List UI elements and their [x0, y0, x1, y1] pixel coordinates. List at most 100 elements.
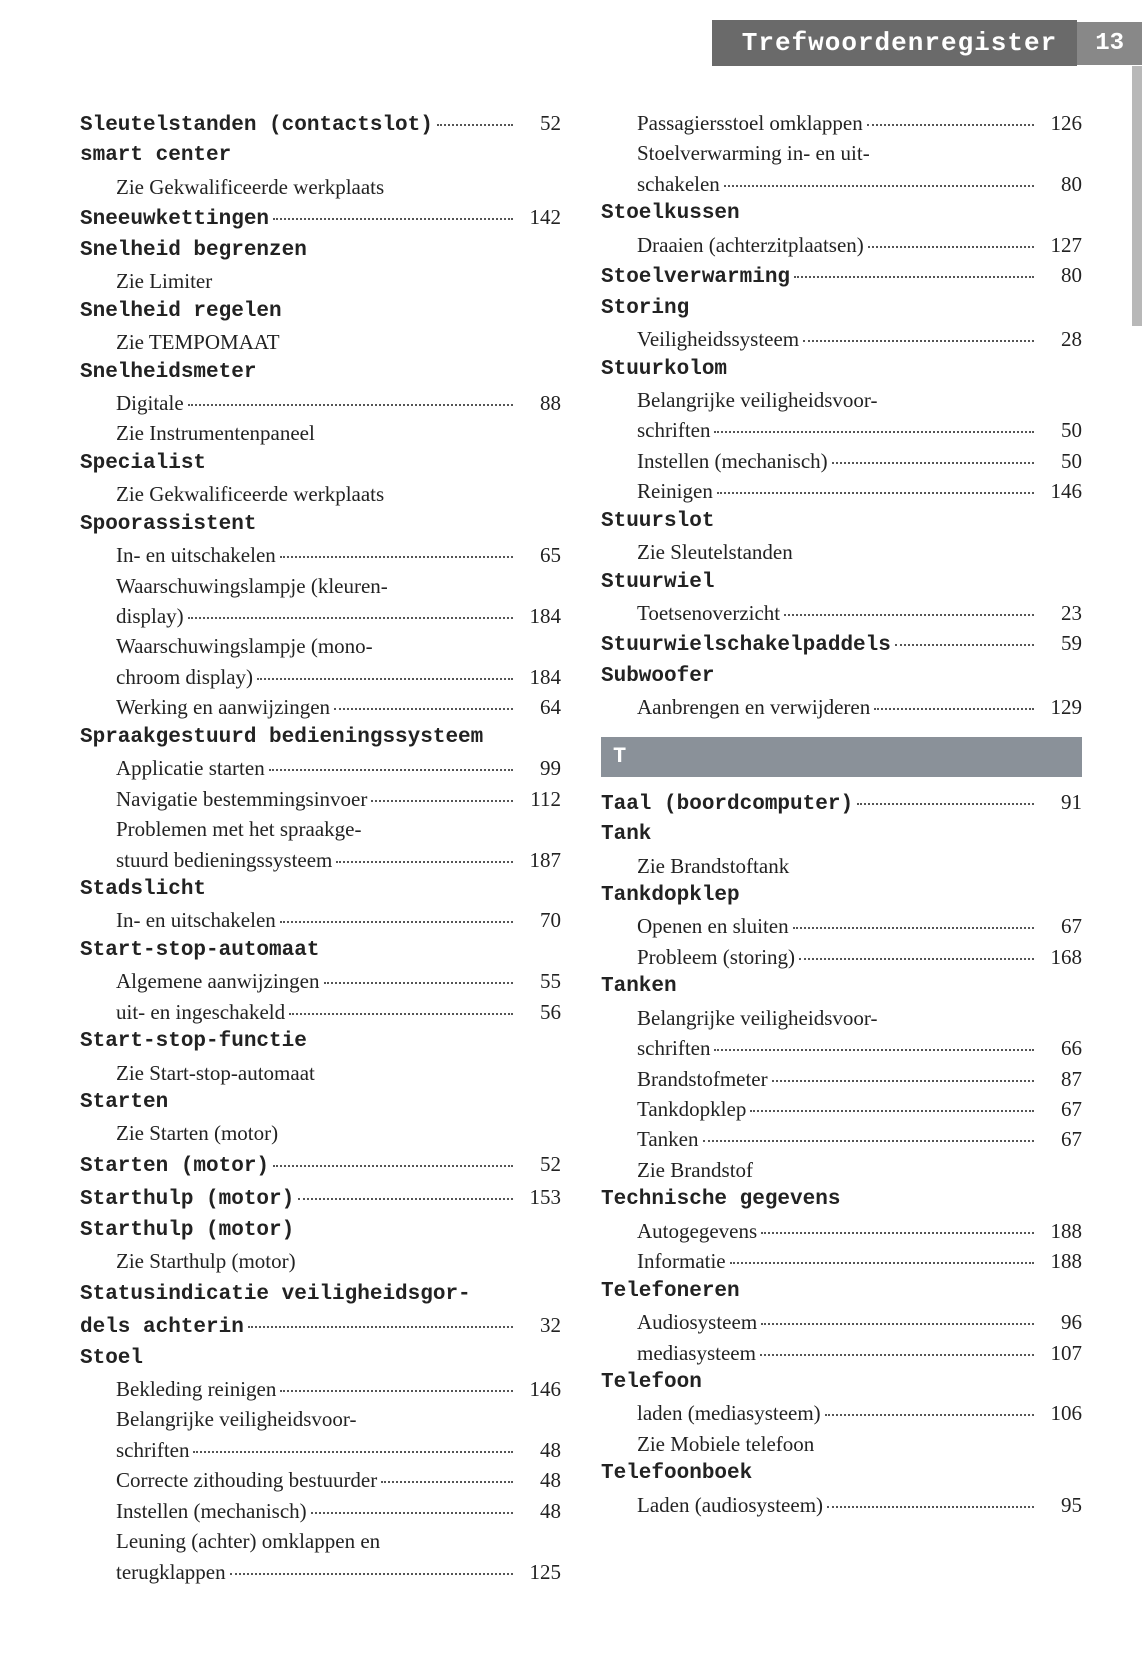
index-subentry-label-line1: Belangrijke veiligheidsvoor- — [80, 1404, 561, 1434]
index-heading-label: Subwoofer — [601, 662, 714, 692]
leader-dots — [761, 1232, 1034, 1234]
index-heading: Stuurkolom — [601, 355, 1082, 385]
index-page-ref: 59 — [1038, 628, 1082, 658]
index-page-ref: 80 — [1038, 169, 1082, 199]
index-page-ref: 96 — [1038, 1307, 1082, 1337]
index-heading: Tank — [601, 820, 1082, 850]
index-heading-label: Starten — [80, 1088, 168, 1118]
index-crossref-label: Zie Gekwalificeerde werkplaats — [116, 479, 384, 509]
leader-dots — [257, 678, 513, 680]
index-entry-label: Stuurwielschakelpaddels — [601, 631, 891, 661]
index-subentry: Veiligheidssysteem28 — [601, 324, 1082, 354]
leader-dots — [793, 927, 1034, 929]
index-page-ref: 23 — [1038, 598, 1082, 628]
index-entry-label: Sneeuwkettingen — [80, 205, 269, 235]
index-heading-label: Starthulp (motor) — [80, 1216, 294, 1246]
leader-dots — [188, 617, 513, 619]
index-subentry-label: Digitale — [116, 388, 184, 418]
index-subentry-label: Algemene aanwijzingen — [116, 966, 320, 996]
index-subentry: Navigatie bestemmingsinvoer112 — [80, 784, 561, 814]
index-crossref-label: Zie Gekwalificeerde werkplaats — [116, 172, 384, 202]
leader-dots — [895, 644, 1034, 646]
index-crossref-label: Zie Starthulp (motor) — [116, 1246, 296, 1276]
index-subentry-wrapped: Belangrijke veiligheidsvoor-schriften48 — [80, 1404, 561, 1465]
index-page-ref: 67 — [1038, 1094, 1082, 1124]
index-page-ref: 168 — [1038, 942, 1082, 972]
section-letter: T — [601, 737, 1082, 777]
index-page-ref: 50 — [1038, 446, 1082, 476]
index-page-ref: 55 — [517, 966, 561, 996]
index-subentry-label-line2: schriften — [116, 1435, 189, 1465]
index-heading-label: Start-stop-automaat — [80, 936, 319, 966]
index-heading: Spoorassistent — [80, 510, 561, 540]
index-page-ref: 184 — [517, 601, 561, 631]
index-subentry: Tanken67 — [601, 1124, 1082, 1154]
index-subentry: Instellen (mechanisch)48 — [80, 1496, 561, 1526]
index-heading-label: Stadslicht — [80, 875, 206, 905]
index-heading: Start-stop-automaat — [80, 936, 561, 966]
index-page-ref: 146 — [1038, 476, 1082, 506]
index-page-ref: 125 — [517, 1557, 561, 1587]
index-heading: Telefoon — [601, 1368, 1082, 1398]
leader-dots — [371, 800, 513, 802]
index-entry-label: Starthulp (motor) — [80, 1185, 294, 1215]
index-subentry-label-line2: stuurd bedieningssysteem — [116, 845, 332, 875]
index-heading-label: Stoel — [80, 1344, 143, 1374]
index-page-ref: 95 — [1038, 1490, 1082, 1520]
index-crossref-label: Zie Mobiele telefoon — [637, 1429, 814, 1459]
index-heading-label: Snelheidsmeter — [80, 358, 256, 388]
index-heading: Telefoneren — [601, 1277, 1082, 1307]
index-page-ref: 112 — [517, 784, 561, 814]
index-heading-label: Stuurkolom — [601, 355, 727, 385]
index-subentry: Correcte zithouding bestuurder48 — [80, 1465, 561, 1495]
index-subentry-label-line1: Problemen met het spraakge- — [80, 814, 561, 844]
index-heading: Stoel — [80, 1344, 561, 1374]
index-heading: Telefoonboek — [601, 1459, 1082, 1489]
index-subentry: uit- en ingeschakeld56 — [80, 997, 561, 1027]
index-crossref-label: Zie Brandstoftank — [637, 851, 789, 881]
index-heading-label: Snelheid regelen — [80, 297, 282, 327]
index-subentry-wrapped: Leuning (achter) omklappen enterugklappe… — [80, 1526, 561, 1587]
leader-dots — [714, 1049, 1034, 1051]
index-subentry-wrapped: Waarschuwingslampje (mono-chroom display… — [80, 631, 561, 692]
index-heading: Subwoofer — [601, 662, 1082, 692]
index-subentry: Autogegevens188 — [601, 1216, 1082, 1246]
index-crossref: Zie Sleutelstanden — [601, 537, 1082, 567]
leader-dots — [280, 1390, 513, 1392]
index-entry: Starthulp (motor) 153 — [80, 1182, 561, 1215]
index-page-ref: 106 — [1038, 1398, 1082, 1428]
index-heading: Stuurwiel — [601, 568, 1082, 598]
leader-dots — [874, 708, 1034, 710]
index-subentry-label: In- en uitschakelen — [116, 540, 276, 570]
index-page-ref: 50 — [1038, 415, 1082, 445]
index-content: Sleutelstanden (contactslot)52smart cent… — [80, 108, 1082, 1614]
index-subentry-label: Tanken — [637, 1124, 699, 1154]
index-entry-label-line1: Statusindicatie veiligheidsgor- — [80, 1277, 561, 1310]
index-heading-label: Telefoneren — [601, 1277, 740, 1307]
index-subentry-label: Draaien (achterzitplaatsen) — [637, 230, 864, 260]
leader-dots — [784, 614, 1034, 616]
index-heading: Stuurslot — [601, 507, 1082, 537]
index-heading: Specialist — [80, 449, 561, 479]
index-heading-label: Tanken — [601, 972, 677, 1002]
leader-dots — [803, 340, 1034, 342]
index-subentry-label-line1: Waarschuwingslampje (kleuren- — [80, 571, 561, 601]
leader-dots — [381, 1481, 513, 1483]
index-crossref-label: Zie Instrumentenpaneel — [116, 418, 315, 448]
leader-dots — [324, 982, 514, 984]
index-page-ref: 153 — [517, 1182, 561, 1212]
index-subentry-label: Applicatie starten — [116, 753, 265, 783]
leader-dots — [868, 246, 1034, 248]
index-subentry: In- en uitschakelen65 — [80, 540, 561, 570]
index-heading: Tanken — [601, 972, 1082, 1002]
index-page-ref: 142 — [517, 202, 561, 232]
index-subentry: Passagiersstoel omklappen126 — [601, 108, 1082, 138]
index-page-ref: 56 — [517, 997, 561, 1027]
index-subentry-label: laden (mediasysteem) — [637, 1398, 821, 1428]
index-subentry: Bekleding reinigen146 — [80, 1374, 561, 1404]
index-subentry-label: Laden (audiosysteem) — [637, 1490, 823, 1520]
index-page-ref: 187 — [517, 845, 561, 875]
index-heading-label: Stuurwiel — [601, 568, 714, 598]
index-subentry-label-line1: Leuning (achter) omklappen en — [80, 1526, 561, 1556]
index-entry: Sneeuwkettingen 142 — [80, 202, 561, 235]
